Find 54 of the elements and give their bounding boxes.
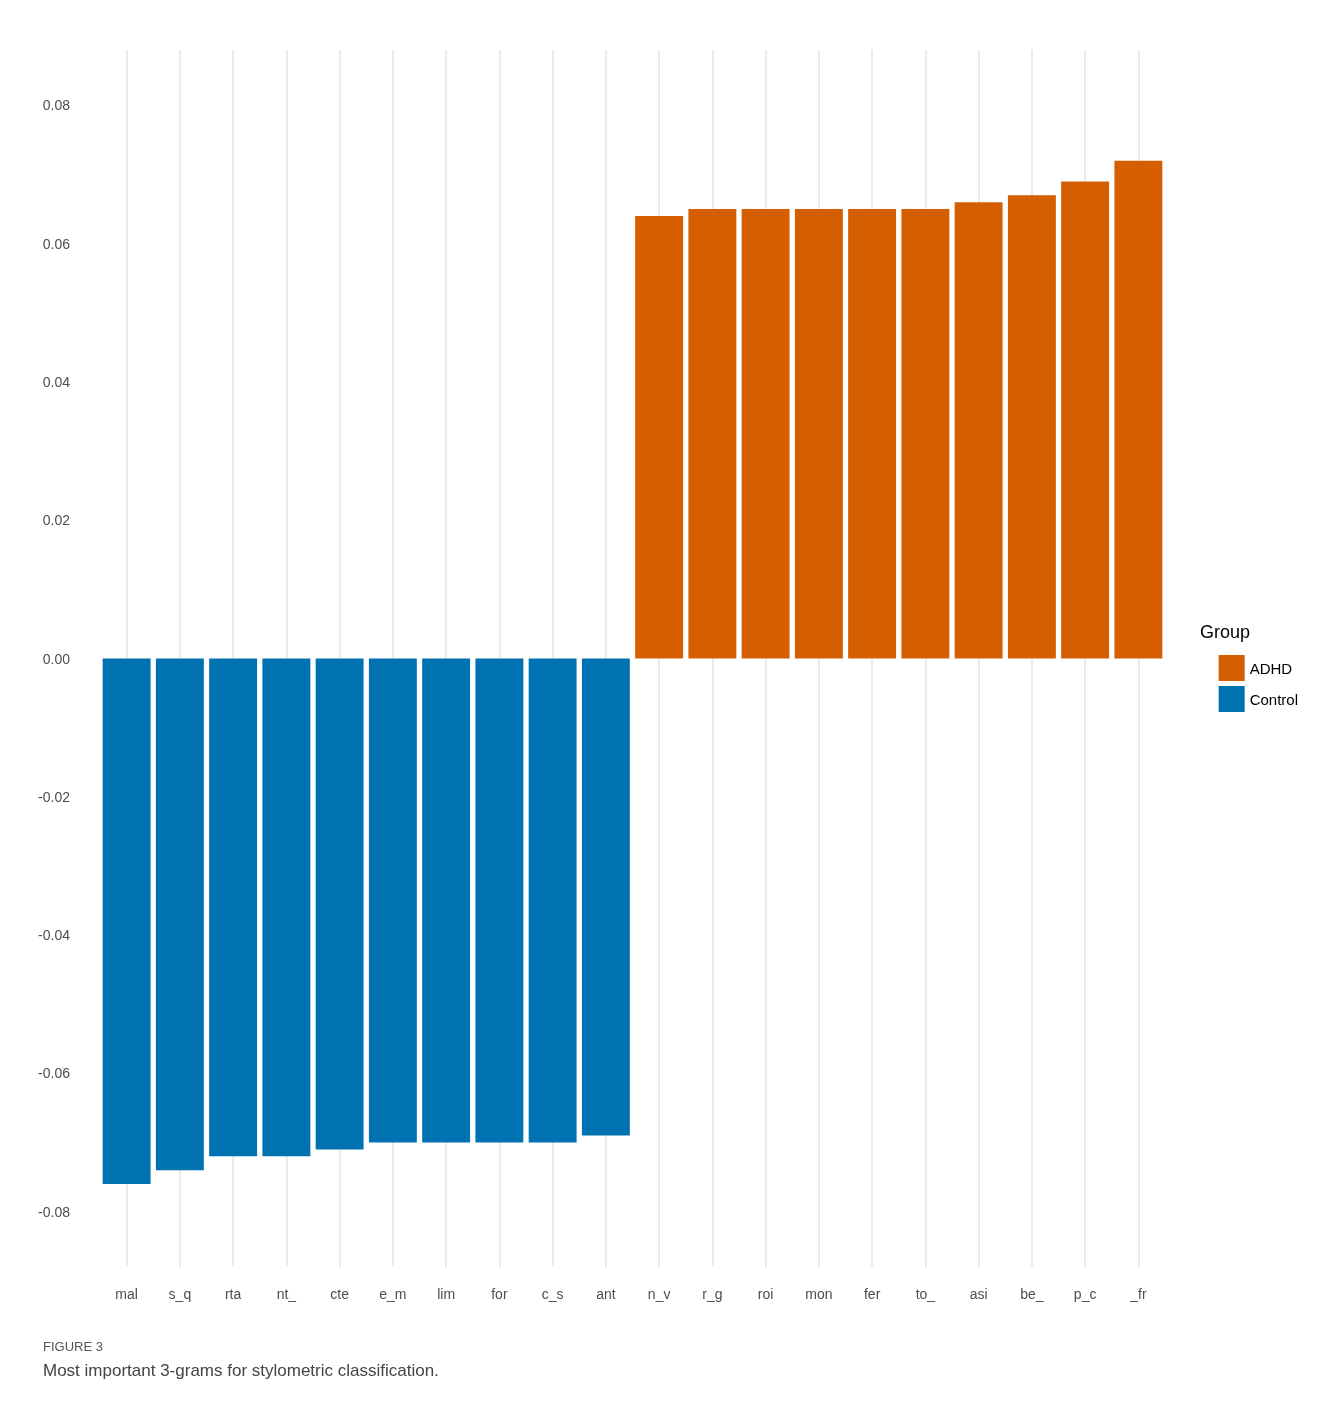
legend-label: Control <box>1249 690 1298 708</box>
x-tick-label: lim <box>437 1286 456 1302</box>
bar <box>315 658 364 1150</box>
y-tick-label: -0.04 <box>38 927 71 944</box>
bar <box>262 658 311 1157</box>
x-tick-label: e_m <box>379 1286 407 1302</box>
bar <box>794 209 843 659</box>
x-tick-label: p_c <box>1073 1286 1097 1302</box>
text: Most important 3-grams for stylometric classification. <box>43 1361 439 1380</box>
x-tick-label: to_ <box>915 1286 936 1302</box>
x-tick-label: _fr <box>1129 1286 1147 1302</box>
y-tick-label: 0.04 <box>42 373 71 390</box>
x-tick-label: n_v <box>647 1286 671 1302</box>
legend-title: Group <box>1199 622 1250 642</box>
bar <box>954 202 1003 659</box>
bar <box>1061 181 1110 659</box>
legend-label: ADHD <box>1249 659 1293 677</box>
bar <box>155 658 204 1171</box>
bar <box>475 658 524 1143</box>
y-tick-label: -0.02 <box>38 788 71 805</box>
x-tick-label: roi <box>757 1286 774 1302</box>
bar <box>528 658 577 1143</box>
x-tick-label: nt_ <box>276 1286 297 1302</box>
x-tick-label: r_g <box>702 1286 723 1302</box>
x-tick-label: s_q <box>168 1286 192 1302</box>
x-tick-label: be_ <box>1020 1286 1044 1302</box>
x-tick-label: cte <box>330 1286 350 1302</box>
y-tick-label: 0.06 <box>42 235 71 252</box>
bar <box>1114 160 1163 659</box>
bar <box>741 209 790 659</box>
y-tick-label: 0.08 <box>42 97 71 114</box>
y-tick-label: -0.06 <box>38 1065 71 1082</box>
bar <box>368 658 417 1143</box>
bar <box>1007 195 1056 659</box>
bar <box>422 658 471 1143</box>
y-tick-label: 0.00 <box>42 650 71 667</box>
caption: FIGURE 3 <box>43 1339 103 1354</box>
x-tick-label: mal <box>115 1286 138 1302</box>
bar <box>581 658 630 1136</box>
x-tick-label: ant <box>596 1286 616 1302</box>
bar <box>102 658 151 1185</box>
bar <box>901 209 950 659</box>
bar <box>688 209 737 659</box>
y-tick-label: 0.02 <box>42 512 71 529</box>
y-tick-label: -0.08 <box>38 1203 71 1220</box>
x-tick-label: fer <box>863 1286 881 1302</box>
x-tick-label: rta <box>224 1286 242 1302</box>
x-tick-label: c_s <box>541 1286 564 1302</box>
x-tick-label: for <box>491 1286 508 1302</box>
x-tick-label: asi <box>969 1286 988 1302</box>
x-tick-label: mon <box>805 1286 833 1302</box>
bar <box>209 658 258 1157</box>
bar <box>848 209 897 659</box>
bar <box>635 215 684 659</box>
